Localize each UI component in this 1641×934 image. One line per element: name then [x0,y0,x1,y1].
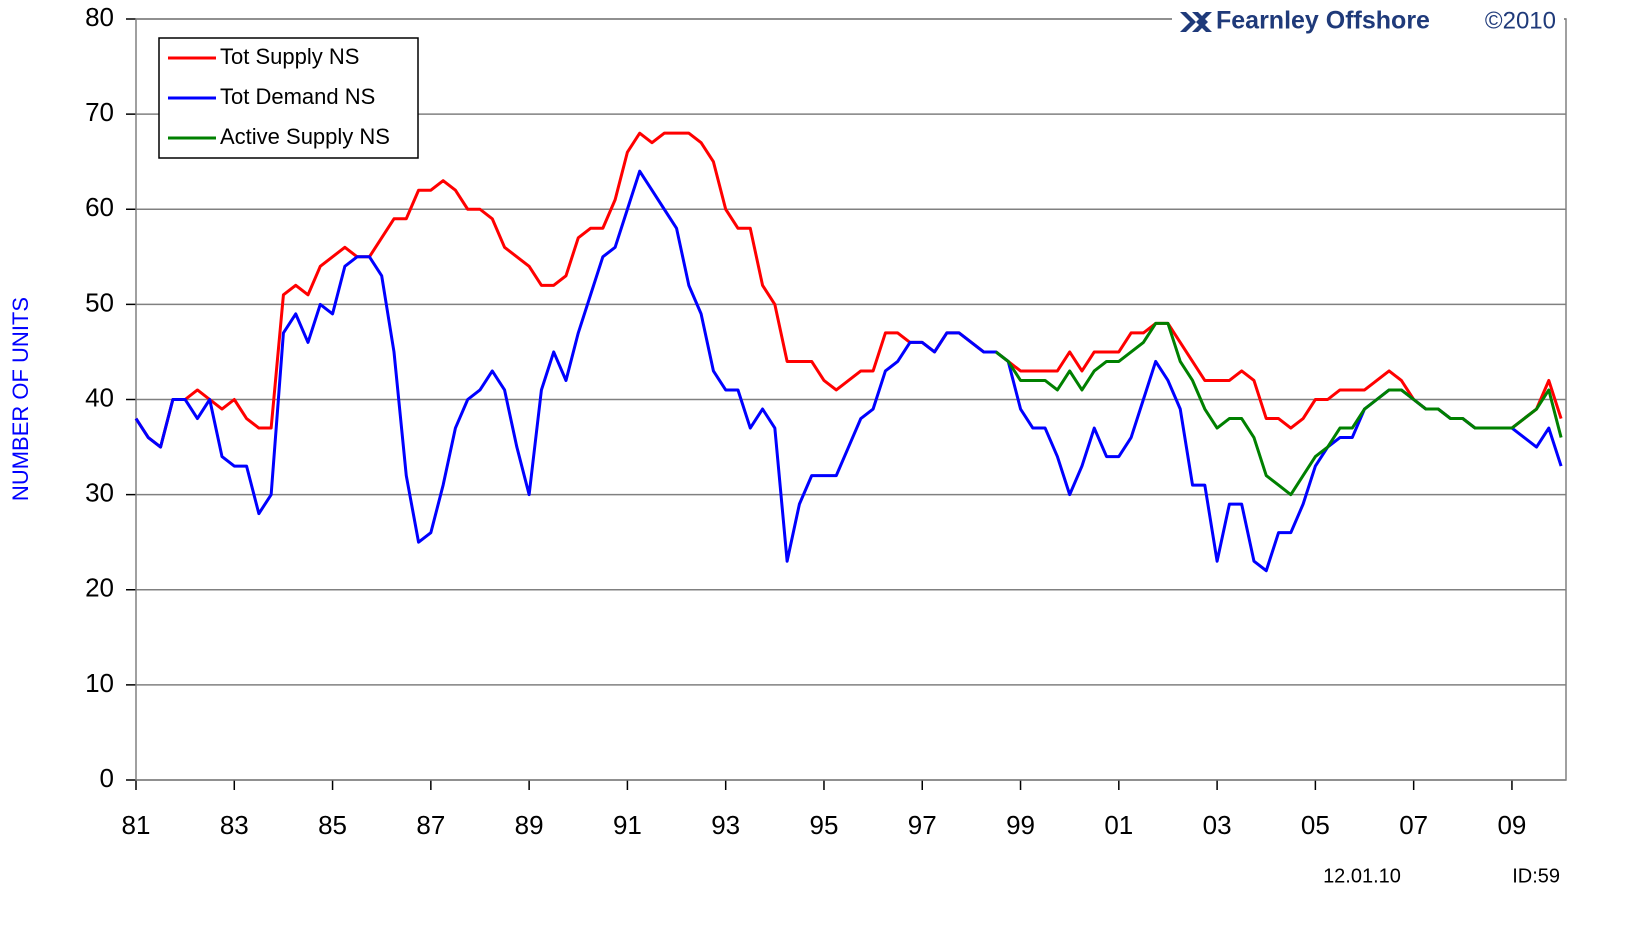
y-tick-label: 20 [85,573,114,603]
series-line [995,321,1563,497]
x-tick-label: 05 [1301,810,1330,840]
x-tick-label: 89 [515,810,544,840]
x-tick-label: 81 [122,810,151,840]
x-tick-label: 87 [416,810,445,840]
legend-label: Active Supply NS [220,124,390,149]
x-tick-label: 99 [1006,810,1035,840]
brand-logo [1180,12,1212,32]
series-line [134,169,1563,573]
y-tick-label: 10 [85,668,114,698]
y-tick-label: 50 [85,287,114,317]
y-tick-label: 30 [85,478,114,508]
lines [134,131,1563,573]
x-tick-label: 83 [220,810,249,840]
brand: Fearnley Offshore [1216,7,1430,35]
legend: Tot Supply NS Tot Demand NS Active Supply … [158,37,419,159]
date: 12.01.10 [1323,865,1401,887]
x-tick-label: 97 [908,810,937,840]
y-axis-label: NUMBER OF UNITS [8,297,33,501]
id-label: ID:59 [1512,865,1560,887]
plot-frame [135,18,1567,781]
series-line [134,131,1563,449]
x-tick-label: 95 [810,810,839,840]
y-tick-label: 40 [85,382,114,412]
y-tick-label: 0 [100,763,114,793]
legend-label: Tot Demand NS [220,84,375,109]
y-tick-label: 70 [85,97,114,127]
y-tick-label: 60 [85,192,114,222]
x-tick-label: 03 [1203,810,1232,840]
legend-label: Tot Supply NS [220,44,359,69]
y-tick-label: 80 [85,2,114,32]
brand-backing [1172,4,1564,38]
copyright: ©2010 [1485,7,1556,34]
x-tick-label: 09 [1497,810,1526,840]
logo-chevron [1196,12,1212,32]
x-tick-label: 93 [711,810,740,840]
x-tick-label: 01 [1104,810,1133,840]
logo-chevron [1180,12,1196,32]
x-tick-label: 91 [613,810,642,840]
logo-chevron [1192,12,1208,32]
x-tick-label: 07 [1399,810,1428,840]
x-tick-label: 85 [318,810,347,840]
